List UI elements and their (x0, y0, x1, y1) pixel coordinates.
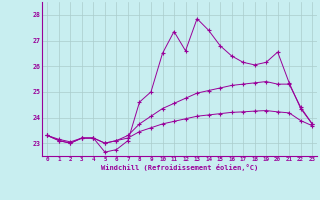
X-axis label: Windchill (Refroidissement éolien,°C): Windchill (Refroidissement éolien,°C) (100, 164, 258, 171)
